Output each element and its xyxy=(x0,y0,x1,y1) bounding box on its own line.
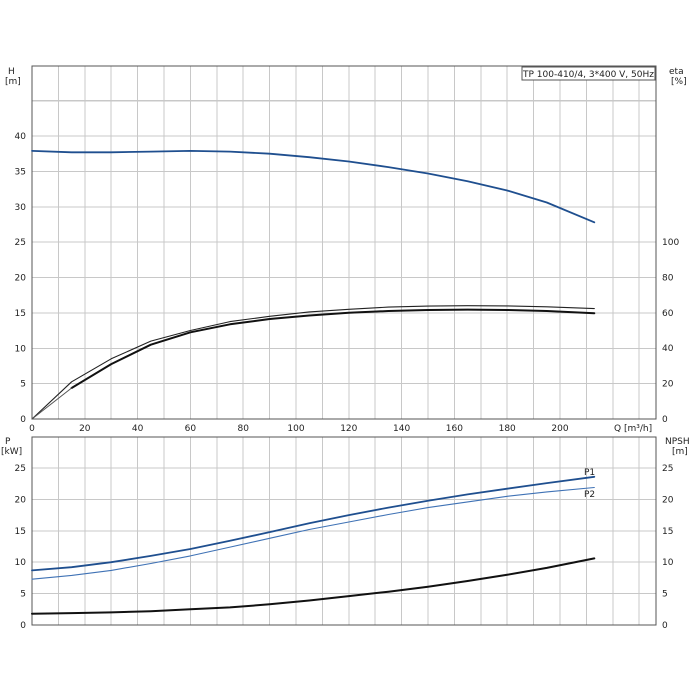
efficiency-tick-label: 0 xyxy=(662,415,668,425)
efficiency-axis-unit: [%] xyxy=(671,77,687,87)
head-efficiency-grid xyxy=(32,66,656,419)
efficiency-curve xyxy=(31,305,595,420)
head-tick-label: 20 xyxy=(15,274,27,284)
npsh-tick-label: 0 xyxy=(662,621,668,631)
head-efficiency-panel: 0 20 40 60 80 100 120 140 160 180 2000510152025303… xyxy=(5,65,687,434)
head-curve xyxy=(31,150,596,224)
head-tick-label: 15 xyxy=(15,309,26,319)
power-tick-label: 0 xyxy=(20,621,26,631)
npsh-tick-label: 25 xyxy=(662,464,673,474)
x-tick-label: 120 xyxy=(340,424,357,434)
power-axis-label: P xyxy=(5,437,11,447)
npsh-tick-label: 15 xyxy=(662,527,673,537)
npsh-tick-label: 10 xyxy=(662,558,674,568)
efficiency-axis-label: eta xyxy=(669,67,684,77)
npsh-tick-label: 20 xyxy=(662,495,674,505)
x-tick-label: 80 xyxy=(237,424,249,434)
head-efficiency-frame xyxy=(31,65,657,420)
x-tick-label: 100 xyxy=(287,424,304,434)
head-axis-unit: [m] xyxy=(5,77,21,87)
x-tick-label: 40 xyxy=(132,424,144,434)
head-tick-label: 35 xyxy=(15,167,26,177)
head-efficiency-ticks: 0 20 40 60 80 100 120 140 160 180 2000510152025303… xyxy=(15,132,680,434)
title-box-frame xyxy=(521,66,656,81)
head-tick-label: 10 xyxy=(15,344,27,354)
power-curve-p2 xyxy=(31,486,595,580)
npsh-tick-label: 5 xyxy=(662,590,668,600)
head-efficiency-series xyxy=(31,150,596,420)
power-axis-unit: [kW] xyxy=(1,447,22,457)
power-npsh-series xyxy=(31,475,596,615)
efficiency-curve-bold xyxy=(70,308,596,389)
npsh-axis-label: NPSH xyxy=(665,437,690,447)
power-tick-label: 20 xyxy=(15,495,27,505)
x-tick-label: 20 xyxy=(79,424,91,434)
x-tick-label: 0 xyxy=(29,424,35,434)
power-npsh-grid xyxy=(32,437,656,625)
efficiency-curve-start xyxy=(31,387,73,420)
chart-title: TP 100-410/4, 3*400 V, 50Hz xyxy=(522,70,654,80)
head-tick-label: 5 xyxy=(20,380,26,390)
x-tick-label: 140 xyxy=(393,424,410,434)
npsh-axis-unit: [m] xyxy=(672,447,688,457)
power-tick-label: 5 xyxy=(20,590,26,600)
head-axis-label: H xyxy=(8,67,15,77)
power-curve-p1 xyxy=(31,475,596,572)
power-npsh-frame xyxy=(31,436,657,626)
power-tick-label: 15 xyxy=(15,527,26,537)
series-label-p1: P1 xyxy=(584,468,595,478)
series-label-p2: P2 xyxy=(584,490,595,500)
x-tick-label: 160 xyxy=(446,424,463,434)
efficiency-tick-label: 80 xyxy=(662,273,674,283)
x-tick-label: 180 xyxy=(499,424,516,434)
x-tick-label: 60 xyxy=(185,424,197,434)
power-tick-label: 10 xyxy=(15,558,27,568)
efficiency-tick-label: 20 xyxy=(662,380,674,390)
efficiency-tick-label: 40 xyxy=(662,344,674,354)
head-tick-label: 30 xyxy=(15,203,27,213)
efficiency-tick-label: 100 xyxy=(662,238,679,248)
chart-title-box: TP 100-410/4, 3*400 V, 50Hz xyxy=(521,66,656,81)
power-npsh-ticks: 0 5 10 15 20 25 0 5 10 15 20 25 xyxy=(15,464,674,631)
head-tick-label: 0 xyxy=(20,415,26,425)
x-tick-label: 200 xyxy=(551,424,568,434)
head-tick-label: 40 xyxy=(15,132,27,142)
npsh-curve xyxy=(31,557,596,615)
flow-axis-label: Q [m³/h] xyxy=(614,424,652,434)
head-tick-label: 25 xyxy=(15,238,26,248)
efficiency-tick-label: 60 xyxy=(662,309,674,319)
power-tick-label: 25 xyxy=(15,464,26,474)
